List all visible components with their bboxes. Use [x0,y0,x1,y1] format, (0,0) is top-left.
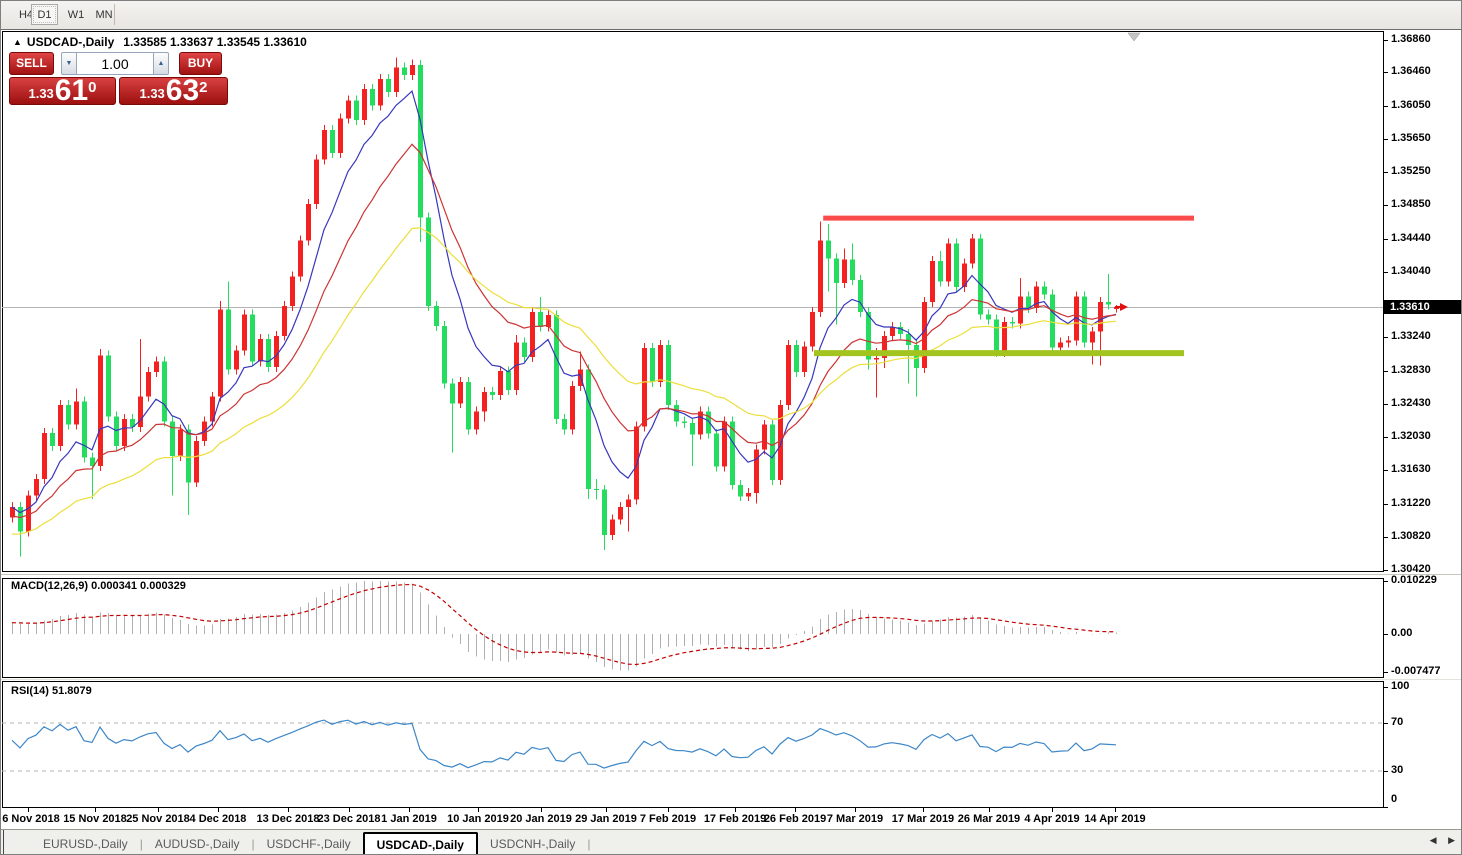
price-axis-label: 1.35250 [1391,165,1431,177]
period-button-w1[interactable]: W1 [67,9,85,21]
sr-lines-layer [814,32,1194,357]
date-axis-label: 4 Apr 2019 [1024,813,1080,825]
period-button-h4[interactable]: H4 [18,9,34,21]
sell-price-base: 1.33 [28,86,54,101]
sell-price-big: 61 [54,74,89,107]
volume-decrease-button[interactable]: ▼ [61,52,77,75]
date-axis-label: 1 Jan 2019 [381,813,437,825]
date-axis-label: 7 Feb 2019 [639,813,697,825]
date-axis-label: 6 Nov 2018 [2,813,60,825]
date-axis-label: 20 Jan 2019 [510,813,572,825]
moving-averages-layer [11,89,1117,535]
price-axis-label: 1.32830 [1391,364,1431,376]
sell-price-sup: 0 [88,79,97,96]
tab-divider: | [587,837,591,851]
tab-audusd[interactable]: AUDUSD-,Daily [154,837,240,851]
date-axis-label: 17 Mar 2019 [891,813,955,825]
rsi-label: RSI(14) 51.8079 [11,685,92,697]
tab-scroll-left-icon[interactable]: ◀ [1429,835,1437,845]
panel-frames [1,31,1461,808]
tab-usdcad[interactable]: USDCAD-,Daily [362,831,478,854]
rsi-axis-100: 100 [1391,680,1410,692]
period-button-d1[interactable]: D1 [31,4,58,25]
date-axis-label: 23 Dec 2018 [317,813,381,825]
buy-price-big: 63 [165,74,200,107]
date-axis-label: 10 Jan 2019 [447,813,509,825]
rsi-axis-0: 0 [1391,793,1398,805]
price-axis-label: 1.32030 [1391,430,1431,442]
macd-label: MACD(12,26,9) 0.000341 0.000329 [11,580,186,592]
chart-ohlc-quote: 1.33585 1.33637 1.33545 1.33610 [123,35,307,49]
macd-axis-min: -0.007477 [1391,665,1441,677]
current-price-badge: 1.33610 [1384,300,1461,314]
date-axis-label: 7 Mar 2019 [826,813,884,825]
chart-shift-marker-icon [1127,32,1141,42]
price-axis-label: 1.33240 [1391,330,1431,342]
timeframe-toolbar: H4 D1 W1 MN [1,1,1461,30]
rsi-value: 51.8079 [51,685,92,697]
symbol-tab-bar: EURUSD-,Daily | AUDUSD-,Daily | USDCHF-,… [1,829,1461,854]
price-axis-label: 1.36460 [1391,65,1431,77]
price-axis-label: 1.36050 [1391,99,1431,111]
rsi-axis-70: 70 [1391,716,1404,728]
sell-button[interactable]: SELL [9,52,54,75]
one-click-trading-panel: SELL ▼ ▲ BUY 1.33 61 0 1.33 63 2 [9,52,231,107]
rsi-line [11,719,1117,769]
macd-layer [11,580,1117,671]
buy-price-sup: 2 [199,79,208,96]
date-axis-label: 15 Nov 2018 [63,813,127,825]
buy-price-base: 1.33 [139,86,165,101]
price-axis-label: 1.31220 [1391,497,1431,509]
price-axis-label: 1.34440 [1391,232,1431,244]
candles-layer [10,57,1119,557]
symbol-arrow-icon: ▲ [13,37,22,47]
toolbar-separator [114,4,115,25]
date-axis-label: 13 Dec 2018 [256,813,320,825]
tab-divider: | [251,837,255,851]
date-axis-label: 26 Feb 2019 [763,813,827,825]
date-axis-label: 4 Dec 2018 [189,813,247,825]
volume-increase-button[interactable]: ▲ [153,52,169,75]
chart-title: ▲ USDCAD-,Daily 1.33585 1.33637 1.33545 1.… [13,35,307,49]
axis-ticks [28,40,1388,812]
tab-usdchf[interactable]: USDCHF-,Daily [266,837,351,851]
price-axis-label: 1.32430 [1391,397,1431,409]
buy-button[interactable]: BUY [179,52,222,75]
price-axis-label: 1.35650 [1391,132,1431,144]
sell-price-panel[interactable]: 1.33 61 0 [9,74,116,107]
price-axis-label: 1.31630 [1391,463,1431,475]
macd-values: 0.000341 0.000329 [91,580,186,592]
tab-bar-edge [3,830,4,854]
price-axis-label: 1.34850 [1391,198,1431,210]
price-axis-label: 1.36860 [1391,33,1431,45]
tab-divider: | [139,837,143,851]
volume-input[interactable] [77,52,153,75]
rsi-axis-30: 30 [1391,764,1404,776]
rsi-layer [2,719,1383,772]
price-axis-label: 1.30420 [1391,563,1431,575]
buy-price-panel[interactable]: 1.33 63 2 [119,74,228,107]
tab-eurusd[interactable]: EURUSD-,Daily [43,837,128,851]
date-axis-label: 14 Apr 2019 [1084,813,1146,825]
tab-scroll-right-icon[interactable]: ▶ [1448,835,1455,845]
macd-axis-zero: 0.00 [1391,627,1413,639]
macd-signal-line [11,583,1117,666]
tab-usdcnh[interactable]: USDCNH-,Daily [489,837,576,851]
chart-symbol: USDCAD-,Daily [26,35,115,49]
date-axis-label: 26 Mar 2019 [957,813,1021,825]
date-axis-label: 17 Feb 2019 [703,813,767,825]
last-price-arrow-icon [1115,303,1128,311]
date-axis-label: 25 Nov 2018 [126,813,190,825]
macd-axis-max: 0.010229 [1391,574,1437,586]
price-axis-label: 1.34040 [1391,265,1431,277]
price-axis-label: 1.30820 [1391,530,1431,542]
date-axis-label: 29 Jan 2019 [575,813,637,825]
period-button-mn[interactable]: MN [95,9,113,21]
